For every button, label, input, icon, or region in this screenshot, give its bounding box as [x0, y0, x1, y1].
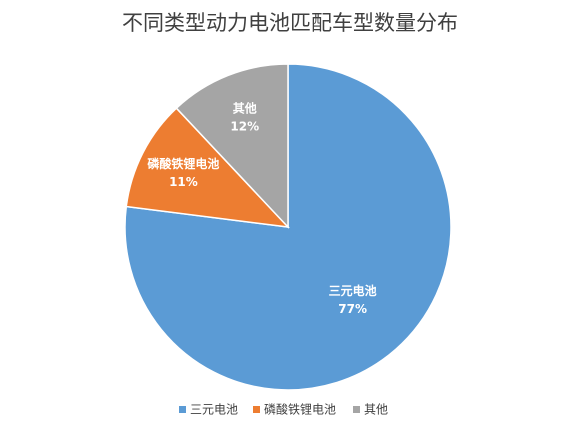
legend-swatch	[253, 406, 260, 413]
pie-slice	[175, 63, 289, 229]
pie-slice	[125, 107, 290, 229]
legend-label: 其他	[364, 403, 388, 417]
legend-swatch	[353, 406, 360, 413]
slice-value-label: 12%	[230, 119, 259, 133]
slice-value-label: 77%	[338, 302, 367, 316]
legend-swatch	[179, 406, 186, 413]
slice-label: 其他	[233, 100, 257, 115]
pie-slice	[124, 63, 452, 391]
legend-label: 磷酸铁锂电池	[264, 402, 336, 417]
legend-label: 三元电池	[190, 403, 238, 417]
slice-value-label: 11%	[169, 175, 198, 189]
chart-title: 不同类型动力电池匹配车型数量分布	[122, 11, 458, 35]
slice-label: 磷酸铁锂电池	[147, 156, 219, 171]
slice-label: 三元电池	[329, 283, 377, 298]
